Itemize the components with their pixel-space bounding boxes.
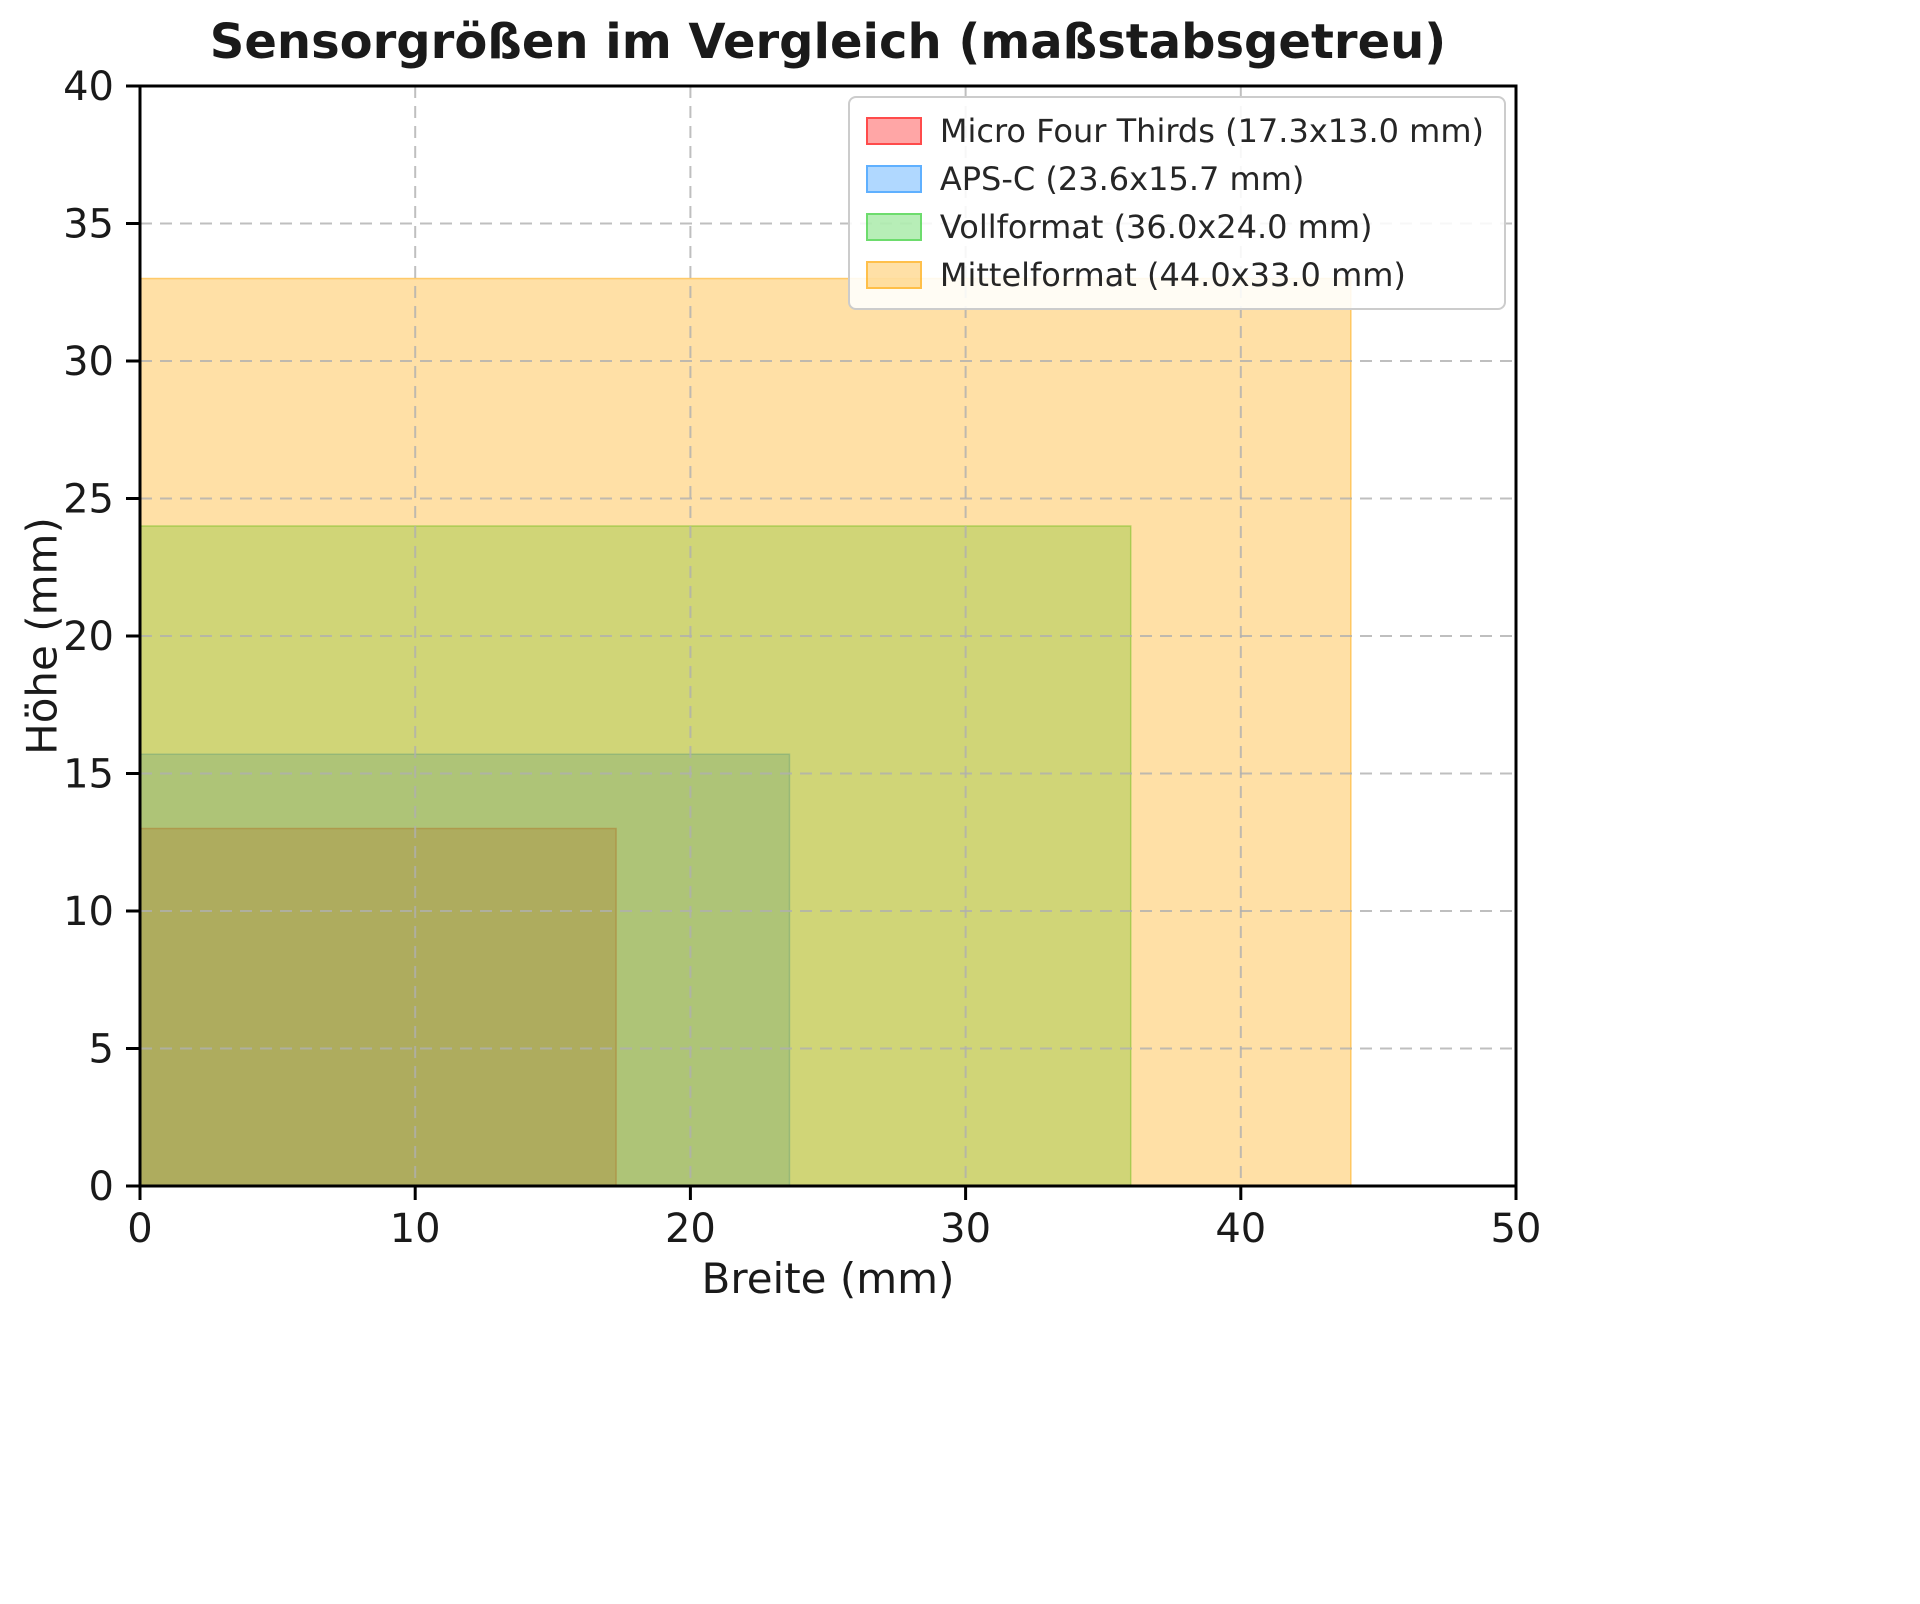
legend-label-aps-c: APS-C (23.6x15.7 mm) [939, 160, 1305, 198]
y-tick-label: 15 [63, 752, 114, 798]
legend-swatch-micro-four-thirds [865, 117, 922, 145]
x-tick-label: 40 [1215, 1206, 1266, 1252]
x-axis-label: Breite (mm) [701, 1254, 955, 1303]
legend-item-aps-c: APS-C (23.6x15.7 mm) [865, 160, 1484, 198]
y-tick-label: 35 [63, 202, 114, 248]
sensor-rect-micro-four-thirds [139, 827, 617, 1187]
y-tick-label: 20 [63, 614, 114, 660]
chart-title: Sensorgrößen im Vergleich (maßstabsgetre… [209, 14, 1447, 70]
x-tick-label: 30 [940, 1206, 991, 1252]
y-tick-label: 30 [63, 339, 114, 385]
x-tick-label: 50 [1491, 1206, 1542, 1252]
y-tick-label: 40 [63, 64, 114, 110]
legend-item-vollformat: Vollformat (36.0x24.0 mm) [865, 208, 1484, 246]
x-tick-label: 0 [127, 1206, 152, 1252]
y-tick-label: 5 [89, 1027, 114, 1073]
legend-label-micro-four-thirds: Micro Four Thirds (17.3x13.0 mm) [939, 112, 1484, 150]
y-tick-label: 0 [89, 1164, 114, 1210]
y-axis-label: Höhe (mm) [17, 517, 67, 755]
legend-swatch-aps-c [865, 165, 922, 193]
legend-label-vollformat: Vollformat (36.0x24.0 mm) [939, 208, 1373, 246]
x-tick-label: 20 [665, 1206, 716, 1252]
sensor-rect-mittelformat [139, 277, 1352, 1187]
legend-swatch-mittelformat [865, 261, 922, 289]
sensor-rect-aps-c [139, 753, 791, 1187]
legend-label-mittelformat: Mittelformat (44.0x33.0 mm) [939, 256, 1406, 294]
legend-item-micro-four-thirds: Micro Four Thirds (17.3x13.0 mm) [865, 112, 1484, 150]
y-tick-label: 10 [63, 889, 114, 935]
legend-swatch-vollformat [865, 213, 922, 241]
legend: Micro Four Thirds (17.3x13.0 mm) APS-C (2… [847, 96, 1506, 310]
legend-item-mittelformat: Mittelformat (44.0x33.0 mm) [865, 256, 1484, 294]
x-tick-label: 10 [390, 1206, 441, 1252]
y-tick-label: 25 [63, 477, 114, 523]
